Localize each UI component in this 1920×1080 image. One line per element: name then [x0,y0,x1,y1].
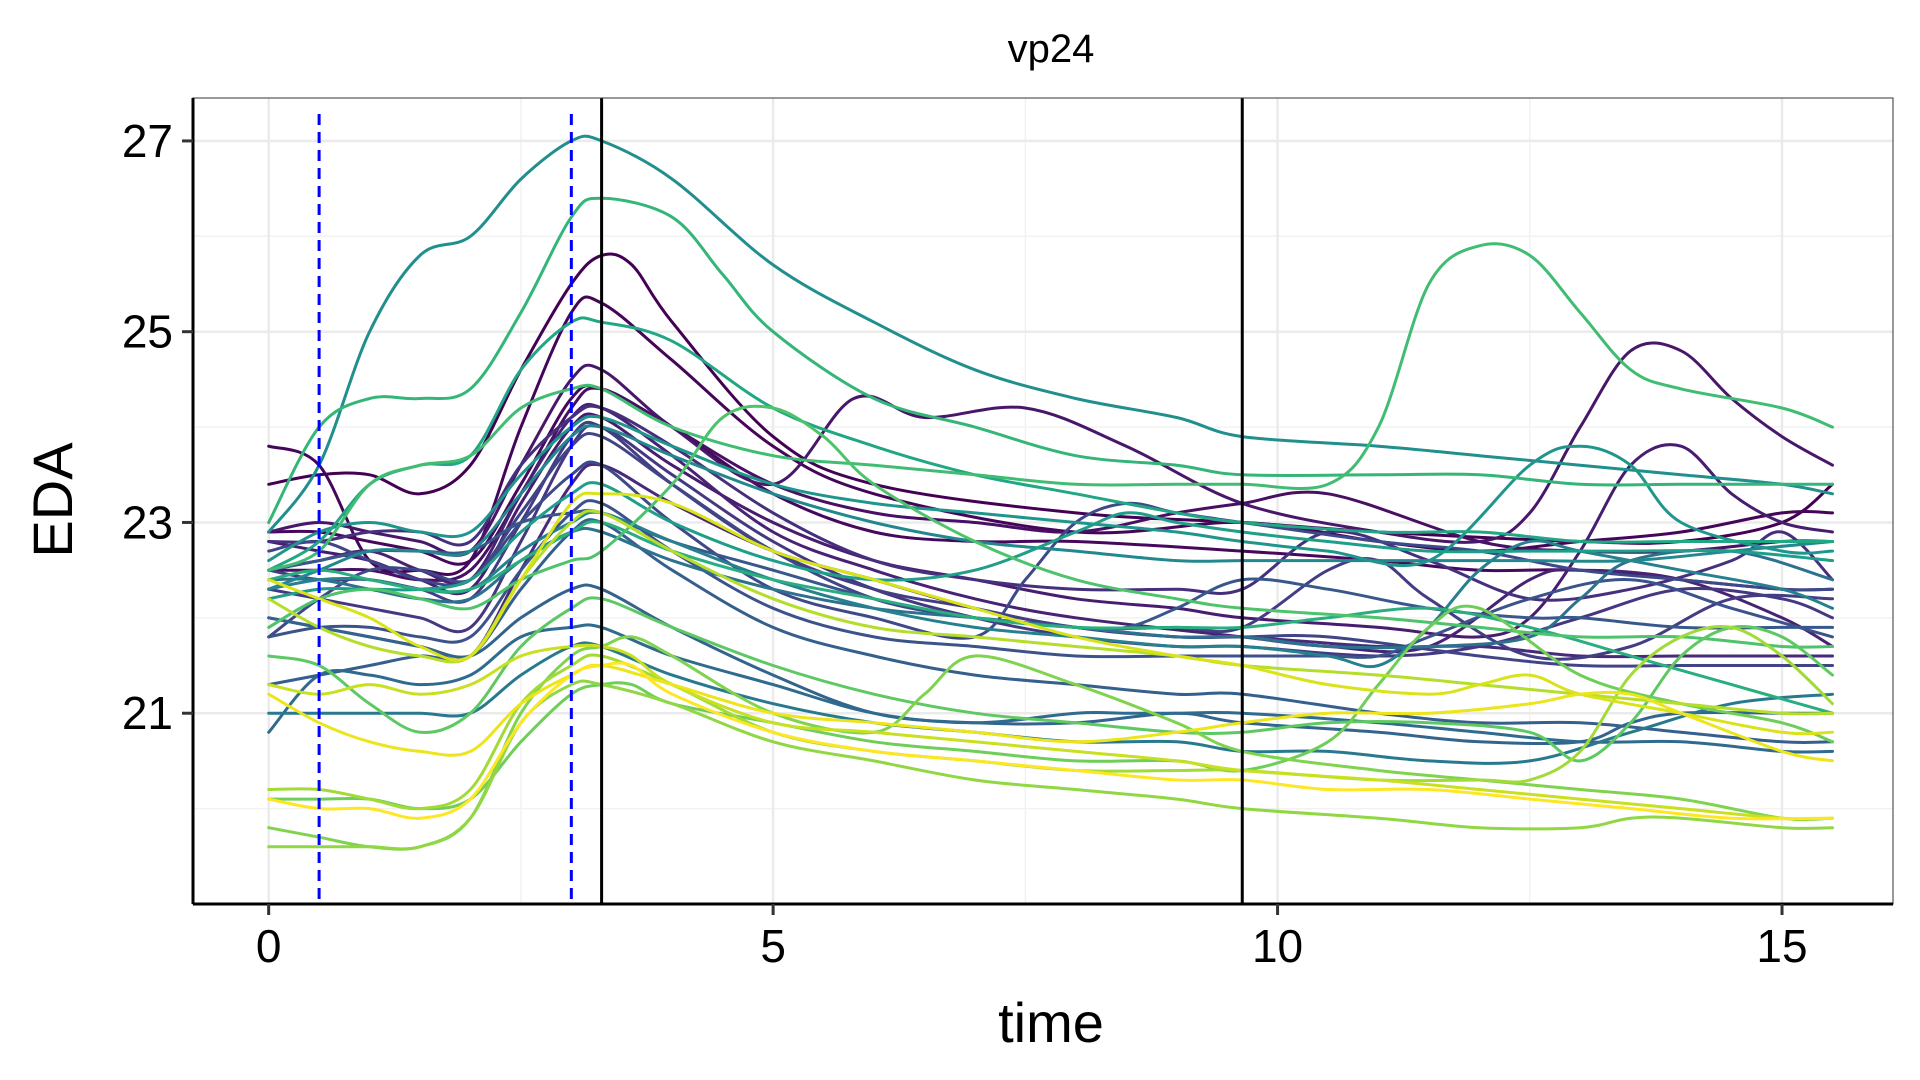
y-tick-label: 23 [122,496,173,548]
reference-lines [317,98,1244,904]
series-line-31 [267,596,1834,763]
chart-title: vp24 [1008,27,1095,71]
series-line-34 [267,679,1834,851]
x-tick-label: 10 [1252,920,1303,972]
series-line-39 [267,663,1834,763]
series-line-2 [267,295,1834,576]
series-line-40 [267,661,1834,821]
series-line-6 [267,412,1834,639]
series-line-30 [267,404,1834,649]
series-line-29 [267,242,1834,572]
series-line-22 [267,424,1834,591]
series-line-37 [267,643,1834,821]
series-line-18 [267,623,1834,754]
x-tick-label: 15 [1756,920,1807,972]
series-line-38 [267,491,1834,736]
x-tick-label: 0 [256,920,282,972]
series-group [267,134,1834,851]
gridlines [193,98,1893,904]
series-line-28 [267,196,1834,524]
series-line-25 [267,481,1834,601]
series-line-32 [267,604,1834,811]
y-tick-label: 27 [122,115,173,167]
y-tick-label: 25 [122,306,173,358]
plot-panel [193,98,1893,904]
plot-background [193,98,1893,904]
y-axis-title: EDA [21,442,84,558]
series-line-24 [267,414,1834,568]
x-axis-ticks: 0 5 10 15 [256,904,1808,972]
y-axis-ticks: 21 23 25 27 [122,115,193,739]
series-line-23 [267,134,1834,534]
series-line-5 [267,341,1834,557]
x-axis-title: time [998,991,1104,1054]
series-line-27 [267,520,1834,715]
axes [191,97,1894,906]
x-tick-label: 5 [760,920,786,972]
series-line-14 [267,499,1834,659]
y-tick-label: 21 [122,687,173,739]
